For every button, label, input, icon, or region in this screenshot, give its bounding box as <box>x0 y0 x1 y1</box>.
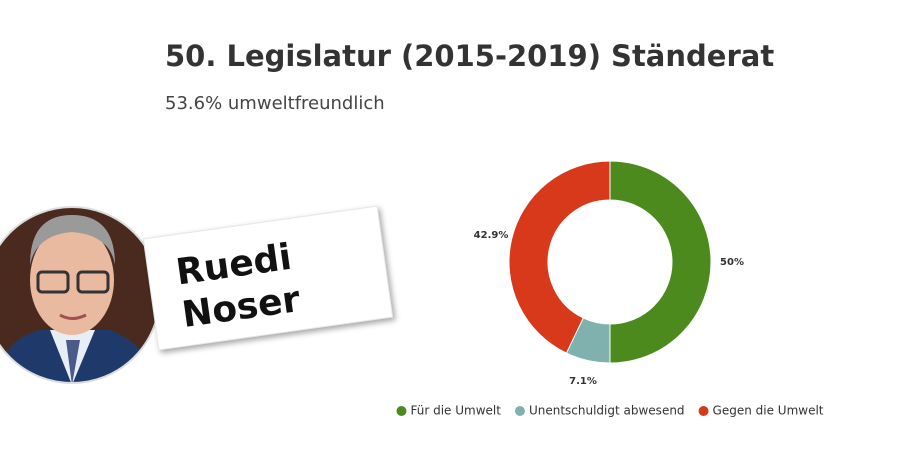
legend: Für die Umwelt Unentschuldigt abwesend Geg… <box>396 404 824 418</box>
donut-segment <box>609 160 712 364</box>
portrait <box>0 207 160 383</box>
legend-swatch <box>514 406 525 416</box>
chart-subtitle: 53.6% umweltfreundlich <box>165 93 385 114</box>
legend-label: Für die Umwelt <box>410 404 501 418</box>
chart-title: 50. Legislatur (2015-2019) Ständerat <box>165 39 774 73</box>
data-label: 42.9% <box>474 230 509 241</box>
data-label: 50% <box>720 257 744 268</box>
data-label: 7.1% <box>569 376 597 387</box>
name-card: Ruedi Noser <box>142 205 394 351</box>
name-card-bg <box>142 205 394 351</box>
legend-swatch <box>396 406 407 416</box>
legend-label: Unentschuldigt abwesend <box>529 404 685 418</box>
legend-label: Gegen die Umwelt <box>713 404 824 418</box>
legend-swatch <box>698 406 709 416</box>
donut-segment <box>508 160 611 354</box>
